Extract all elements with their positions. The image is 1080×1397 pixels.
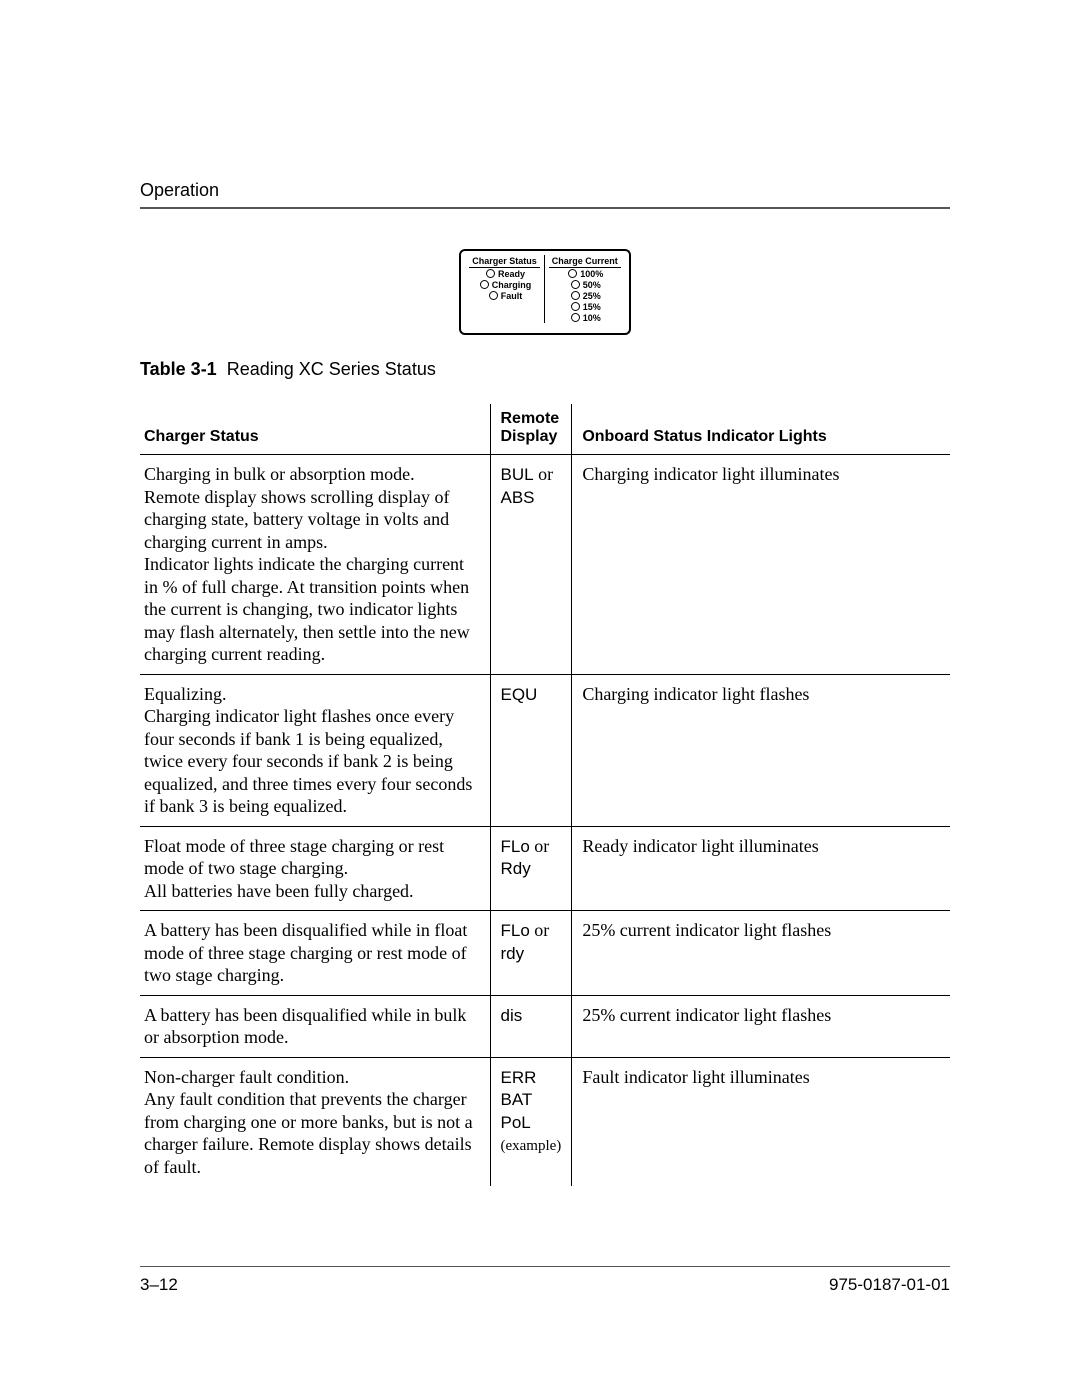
cell-onboard: 25% current indicator light flashes — [572, 995, 950, 1057]
cell-remote: FLo or Rdy — [490, 826, 572, 911]
panel-col-current-title: Charge Current — [549, 255, 621, 268]
led-icon — [571, 313, 580, 322]
top-rule — [140, 207, 950, 209]
table-row: A battery has been disqualified while in… — [140, 995, 950, 1057]
page-footer: 3–12 975-0187-01-01 — [140, 1275, 950, 1295]
led-icon — [568, 269, 577, 278]
status-panel-figure: Charger Status Ready Charging Fault Char… — [140, 249, 950, 335]
led-charging: Charging — [469, 279, 540, 290]
led-100: 100% — [549, 268, 621, 279]
led-25: 25% — [549, 290, 621, 301]
cell-remote: BUL or ABS — [490, 455, 572, 675]
cell-status: Non-charger fault condition.Any fault co… — [140, 1057, 490, 1186]
bottom-rule — [140, 1266, 950, 1267]
cell-onboard: Charging indicator light flashes — [572, 674, 950, 826]
caption-label: Table 3-1 — [140, 359, 217, 379]
led-ready: Ready — [469, 268, 540, 279]
footer-docnum: 975-0187-01-01 — [829, 1275, 950, 1295]
led-icon — [486, 269, 495, 278]
cell-status: A battery has been disqualified while in… — [140, 911, 490, 996]
panel-col-current: Charge Current 100% 50% 25% 15% 10% — [544, 255, 625, 323]
table-row: Float mode of three stage charging or re… — [140, 826, 950, 911]
cell-onboard: Charging indicator light illuminates — [572, 455, 950, 675]
cell-onboard: Fault indicator light illuminates — [572, 1057, 950, 1186]
status-panel: Charger Status Ready Charging Fault Char… — [459, 249, 631, 335]
led-15: 15% — [549, 301, 621, 312]
page: Operation Charger Status Ready Charging … — [0, 0, 1080, 1397]
cell-remote: ERR BAT PoL (example) — [490, 1057, 572, 1186]
table-row: Non-charger fault condition.Any fault co… — [140, 1057, 950, 1186]
cell-status: Float mode of three stage charging or re… — [140, 826, 490, 911]
table-row: A battery has been disqualified while in… — [140, 911, 950, 996]
led-icon — [571, 302, 580, 311]
caption-text: Reading XC Series Status — [227, 359, 436, 379]
cell-status: A battery has been disqualified while in… — [140, 995, 490, 1057]
led-10: 10% — [549, 312, 621, 323]
table-row: Charging in bulk or absorption mode.Remo… — [140, 455, 950, 675]
cell-remote: EQU — [490, 674, 572, 826]
cell-status: Charging in bulk or absorption mode.Remo… — [140, 455, 490, 675]
cell-status: Equalizing.Charging indicator light flas… — [140, 674, 490, 826]
cell-remote: dis — [490, 995, 572, 1057]
th-remote: Remote Display — [490, 404, 572, 455]
table-caption: Table 3-1 Reading XC Series Status — [140, 359, 950, 380]
led-icon — [489, 291, 498, 300]
led-50: 50% — [549, 279, 621, 290]
status-table: Charger Status Remote Display Onboard St… — [140, 404, 950, 1186]
panel-col-status: Charger Status Ready Charging Fault — [465, 255, 544, 323]
footer-page: 3–12 — [140, 1275, 178, 1295]
cell-onboard: 25% current indicator light flashes — [572, 911, 950, 996]
table-header-row: Charger Status Remote Display Onboard St… — [140, 404, 950, 455]
led-icon — [480, 280, 489, 289]
table-row: Equalizing.Charging indicator light flas… — [140, 674, 950, 826]
led-icon — [571, 280, 580, 289]
led-icon — [571, 291, 580, 300]
th-status: Charger Status — [140, 404, 490, 455]
cell-onboard: Ready indicator light illuminates — [572, 826, 950, 911]
panel-col-status-title: Charger Status — [469, 255, 540, 268]
th-onboard: Onboard Status Indicator Lights — [572, 404, 950, 455]
cell-remote: FLo or rdy — [490, 911, 572, 996]
led-fault: Fault — [469, 290, 540, 301]
section-heading: Operation — [140, 180, 950, 201]
